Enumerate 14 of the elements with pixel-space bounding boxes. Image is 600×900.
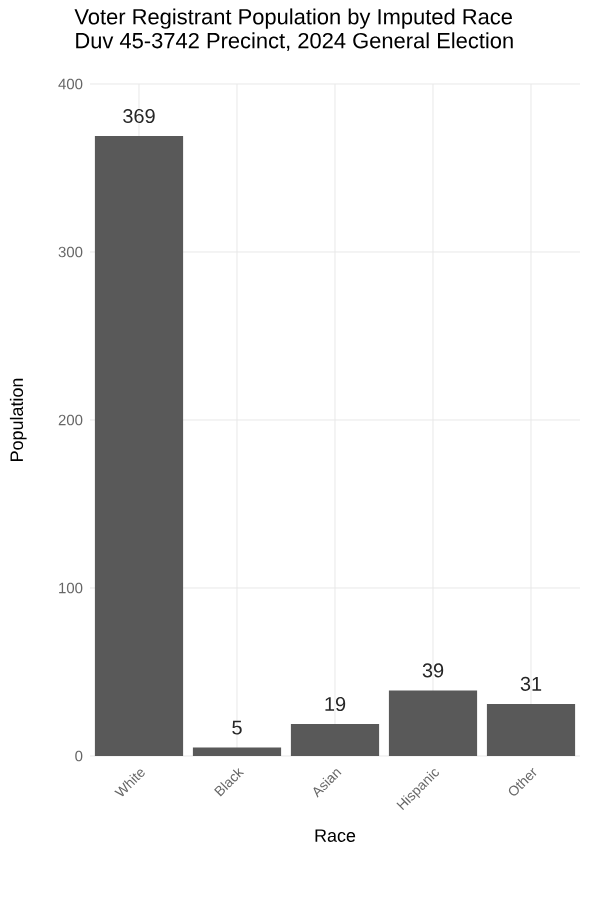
bar <box>486 703 576 756</box>
data-label: 39 <box>422 663 444 678</box>
bar <box>94 136 184 756</box>
bar <box>192 747 282 756</box>
bar <box>290 724 380 756</box>
data-label: 31 <box>520 676 542 691</box>
y-axis-title: Population <box>9 378 27 461</box>
data-label: 369 <box>123 108 155 124</box>
chart-subtitle: Duv 45-3742 Precinct, 2024 General Election <box>76 32 513 51</box>
data-label: 5 <box>232 720 242 735</box>
bar <box>388 690 478 756</box>
data-label: 19 <box>325 696 346 712</box>
chart-title: Voter Registrant Population by Imputed Race <box>74 8 512 29</box>
x-axis-title: Race <box>315 829 356 842</box>
